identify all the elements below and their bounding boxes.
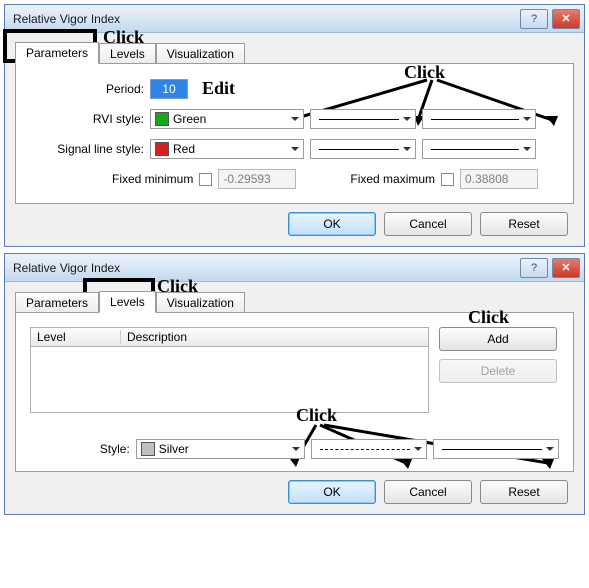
chevron-down-icon	[292, 447, 300, 451]
cancel-button[interactable]: Cancel	[384, 212, 472, 236]
style-color-swatch-icon	[141, 442, 155, 456]
button-row: OK Cancel Reset	[15, 204, 574, 238]
fixed-min-value	[218, 169, 296, 189]
levels-list-body[interactable]	[30, 347, 429, 413]
fixed-min-checkbox[interactable]	[199, 173, 212, 186]
tabstrip: Parameters Levels Visualization	[15, 39, 574, 63]
tab-visualization[interactable]: Visualization	[156, 292, 245, 313]
tabstrip: Parameters Levels Visualization	[15, 288, 574, 312]
tabpanel-parameters: Click Period: Edit RVI style: Green	[15, 63, 574, 204]
style-color-name: Silver	[159, 442, 189, 456]
signal-color-name: Red	[173, 142, 195, 156]
chevron-down-icon	[523, 147, 531, 151]
dialog-rvi-levels: Relative Vigor Index ? ✕ Click Parameter…	[4, 253, 585, 515]
signal-color-combo[interactable]: Red	[150, 139, 304, 159]
rvi-color-swatch-icon	[155, 112, 169, 126]
chevron-down-icon	[403, 117, 411, 121]
tab-visualization[interactable]: Visualization	[156, 43, 245, 64]
label-signal-style: Signal line style:	[30, 142, 144, 156]
col-level[interactable]: Level	[31, 330, 121, 344]
line-preview-icon	[319, 149, 399, 150]
add-button[interactable]: Add	[439, 327, 557, 351]
ok-button[interactable]: OK	[288, 212, 376, 236]
close-button[interactable]: ✕	[552, 9, 580, 29]
button-row: OK Cancel Reset	[15, 472, 574, 506]
label-style: Style:	[30, 442, 130, 456]
rvi-linewidth-combo[interactable]	[422, 109, 536, 129]
titlebar[interactable]: Relative Vigor Index ? ✕	[5, 5, 584, 33]
line-preview-icon	[442, 449, 542, 450]
label-rvi-style: RVI style:	[30, 112, 144, 126]
line-preview-dash-icon	[320, 449, 410, 450]
annotation-edit-period: Edit	[202, 78, 235, 99]
chevron-down-icon	[414, 447, 422, 451]
help-button[interactable]: ?	[520, 258, 548, 278]
line-preview-icon	[319, 119, 399, 120]
signal-linestyle-combo[interactable]	[310, 139, 416, 159]
col-description[interactable]: Description	[121, 330, 428, 344]
delete-button: Delete	[439, 359, 557, 383]
style-linestyle-combo[interactable]	[311, 439, 427, 459]
style-color-combo[interactable]: Silver	[136, 439, 306, 459]
signal-linewidth-combo[interactable]	[422, 139, 536, 159]
titlebar[interactable]: Relative Vigor Index ? ✕	[5, 254, 584, 282]
label-period: Period:	[30, 82, 144, 96]
tab-levels[interactable]: Levels	[99, 43, 156, 64]
line-preview-icon	[431, 149, 519, 150]
tab-parameters[interactable]: Parameters	[15, 292, 99, 313]
chevron-down-icon	[523, 117, 531, 121]
help-button[interactable]: ?	[520, 9, 548, 29]
label-fixed-max: Fixed maximum	[350, 172, 435, 186]
reset-button[interactable]: Reset	[480, 212, 568, 236]
period-input[interactable]	[150, 79, 188, 99]
cancel-button[interactable]: Cancel	[384, 480, 472, 504]
levels-list-header: Level Description	[30, 327, 429, 347]
style-linewidth-combo[interactable]	[433, 439, 559, 459]
reset-button[interactable]: Reset	[480, 480, 568, 504]
rvi-linestyle-combo[interactable]	[310, 109, 416, 129]
title-text: Relative Vigor Index	[13, 261, 516, 275]
chevron-down-icon	[546, 447, 554, 451]
chevron-down-icon	[403, 147, 411, 151]
tab-parameters[interactable]: Parameters	[15, 42, 99, 64]
rvi-color-name: Green	[173, 112, 206, 126]
dialog-rvi-parameters: Relative Vigor Index ? ✕ Click Parameter…	[4, 4, 585, 247]
rvi-color-combo[interactable]: Green	[150, 109, 304, 129]
chevron-down-icon	[291, 117, 299, 121]
fixed-max-checkbox[interactable]	[441, 173, 454, 186]
chevron-down-icon	[291, 147, 299, 151]
label-fixed-min: Fixed minimum	[112, 172, 193, 186]
close-button[interactable]: ✕	[552, 258, 580, 278]
line-preview-icon	[431, 119, 519, 120]
signal-color-swatch-icon	[155, 142, 169, 156]
tabpanel-levels: Click Level Description Add Delete Click	[15, 312, 574, 472]
tab-levels[interactable]: Levels	[99, 291, 156, 313]
fixed-max-value	[460, 169, 538, 189]
ok-button[interactable]: OK	[288, 480, 376, 504]
title-text: Relative Vigor Index	[13, 12, 516, 26]
